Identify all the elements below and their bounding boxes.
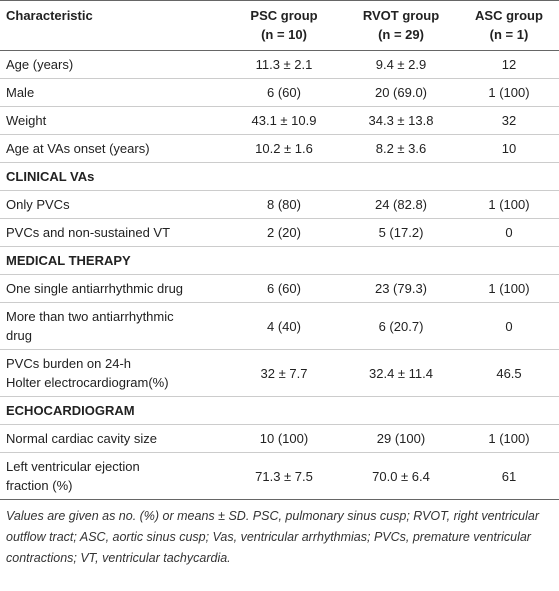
cell-value: 0 [459,218,559,247]
cell-value: 10.2 ± 1.6 [225,134,343,163]
footnote: Values are given as no. (%) or means ± S… [6,509,540,565]
cell-value: 32 ± 7.7 [225,349,343,397]
label-text: PVCs burden on 24-h [6,356,132,371]
header-cell: RVOT group (n = 29) [343,0,459,51]
cell-value: 10 (100) [225,424,343,453]
cell-value: 70.0 ± 6.4 [343,452,459,500]
cell-value: 23 (79.3) [343,274,459,303]
label-text: Age at VAs onset (years) [6,141,150,156]
cell-value: 8.2 ± 3.6 [343,134,459,163]
data-row: Male 6 (60) 20 (69.0) 1 (100) [0,78,559,107]
row-label: Male [0,78,225,107]
header-cell: PSC group (n = 10) [225,0,343,51]
cell-value: 32 [459,106,559,135]
data-row: Age at VAs onset (years) 10.2 ± 1.6 8.2 ± … [0,134,559,163]
section-label: CLINICAL VAs [0,162,559,191]
header-text: RVOT group [362,8,440,23]
header-text: (n = 1) [489,27,529,42]
label-text: One single antiarrhythmic drug [6,281,184,296]
row-label: Age (years) [0,51,225,79]
data-row: Age (years) 11.3 ± 2.1 9.4 ± 2.9 12 [0,51,559,79]
cell-value: 12 [501,57,517,72]
label-text: Only PVCs [6,197,70,212]
label-text: fraction (%) [6,478,73,493]
header-row: Characteristic PSC group (n = 10) RVOT grou… [0,0,559,51]
cell-value: 6 (20.7) [343,302,459,350]
section-label: ECHOCARDIOGRAM [0,396,559,425]
cell-value: 20 (69.0) [343,78,459,107]
label-text: Left ventricular ejection [6,459,140,474]
cell-value: 32.4 ± 11.4 [343,349,459,397]
section-label: MEDICAL THERAPY [0,246,559,275]
header-text: (n = 29) [378,27,424,42]
label-text: Male [6,85,35,100]
table-body: Age (years) 11.3 ± 2.1 9.4 ± 2.9 12 Male 6 (6… [0,51,559,500]
cell-value: 1 (100) [459,424,559,453]
label-text: drug [6,328,33,343]
label-text: Age (years) [6,57,74,72]
row-label: Weight [0,106,225,135]
header-text: Characteristic [6,8,93,23]
row-label: Normal cardiac cavity size [0,424,225,453]
cell-value: 1 (100) [459,78,559,107]
cell-value: 5 (17.2) [343,218,459,247]
data-row: Normal cardiac cavity size 10 (100) 29 (10… [0,424,559,453]
section-row: ECHOCARDIOGRAM [0,396,559,425]
page: Characteristic PSC group (n = 10) RVOT grou… [0,0,559,565]
data-row: Only PVCs 8 (80) 24 (82.8) 1 (100) [0,190,559,219]
data-row: PVCs burden on 24-h Holter electrocardiog… [0,349,559,397]
label-text: More than two antiarrhythmic [6,309,174,324]
header-text: (n = 10) [261,27,307,42]
label-text: PVCs and non-sustained VT [6,225,171,240]
row-label: More than two antiarrhythmic drug [0,302,225,350]
cell-value: 2 (20) [225,218,343,247]
cell-value: 1 (100) [459,190,559,219]
label-text: Weight [6,113,47,128]
row-label: PVCs and non-sustained VT [0,218,225,247]
cell-value: 11.3 ± 2.1 [255,57,313,72]
cell-value: 46.5 [459,349,559,397]
row-label: Left ventricular ejection fraction (%) [0,452,225,500]
cell-value: 1 (100) [459,274,559,303]
cell-value: 43.1 ± 10.9 [225,106,343,135]
data-row: Left ventricular ejection fraction (%) 71.… [0,452,559,500]
cell-value: 0 [459,302,559,350]
data-row: Weight 43.1 ± 10.9 34.3 ± 13.8 32 [0,106,559,135]
row-label: Age at VAs onset (years) [0,134,225,163]
data-table: Characteristic PSC group (n = 10) RVOT grou… [0,0,559,500]
cell-value: 4 (40) [225,302,343,350]
cell-value: 8 (80) [225,190,343,219]
header-text: PSC group [250,8,318,23]
cell-value: 9.4 ± 2.9 [375,57,427,72]
data-row: One single antiarrhythmic drug 6 (60) 23 (… [0,274,559,303]
cell-value: 61 [459,452,559,500]
header-cell: ASC group (n = 1) [459,0,559,51]
header-cell: Characteristic [0,0,225,51]
cell-value: 71.3 ± 7.5 [225,452,343,500]
cell-value: 24 (82.8) [343,190,459,219]
cell-value: 10 [459,134,559,163]
label-text: Normal cardiac cavity size [6,431,157,446]
row-label: PVCs burden on 24-h Holter electrocardiog… [0,349,225,397]
section-row: CLINICAL VAs [0,162,559,191]
data-row: PVCs and non-sustained VT 2 (20) 5 (17.2) 0 [0,218,559,247]
cell-value: 29 (100) [343,424,459,453]
header-text: ASC group [475,8,543,23]
row-label: One single antiarrhythmic drug [0,274,225,303]
cell-value: 6 (60) [225,78,343,107]
cell-value: 34.3 ± 13.8 [343,106,459,135]
label-text: Holter electrocardiogram(%) [6,375,169,390]
data-row: More than two antiarrhythmic drug 4 (40) 6 … [0,302,559,350]
section-row: MEDICAL THERAPY [0,246,559,275]
row-label: Only PVCs [0,190,225,219]
cell-value: 6 (60) [225,274,343,303]
